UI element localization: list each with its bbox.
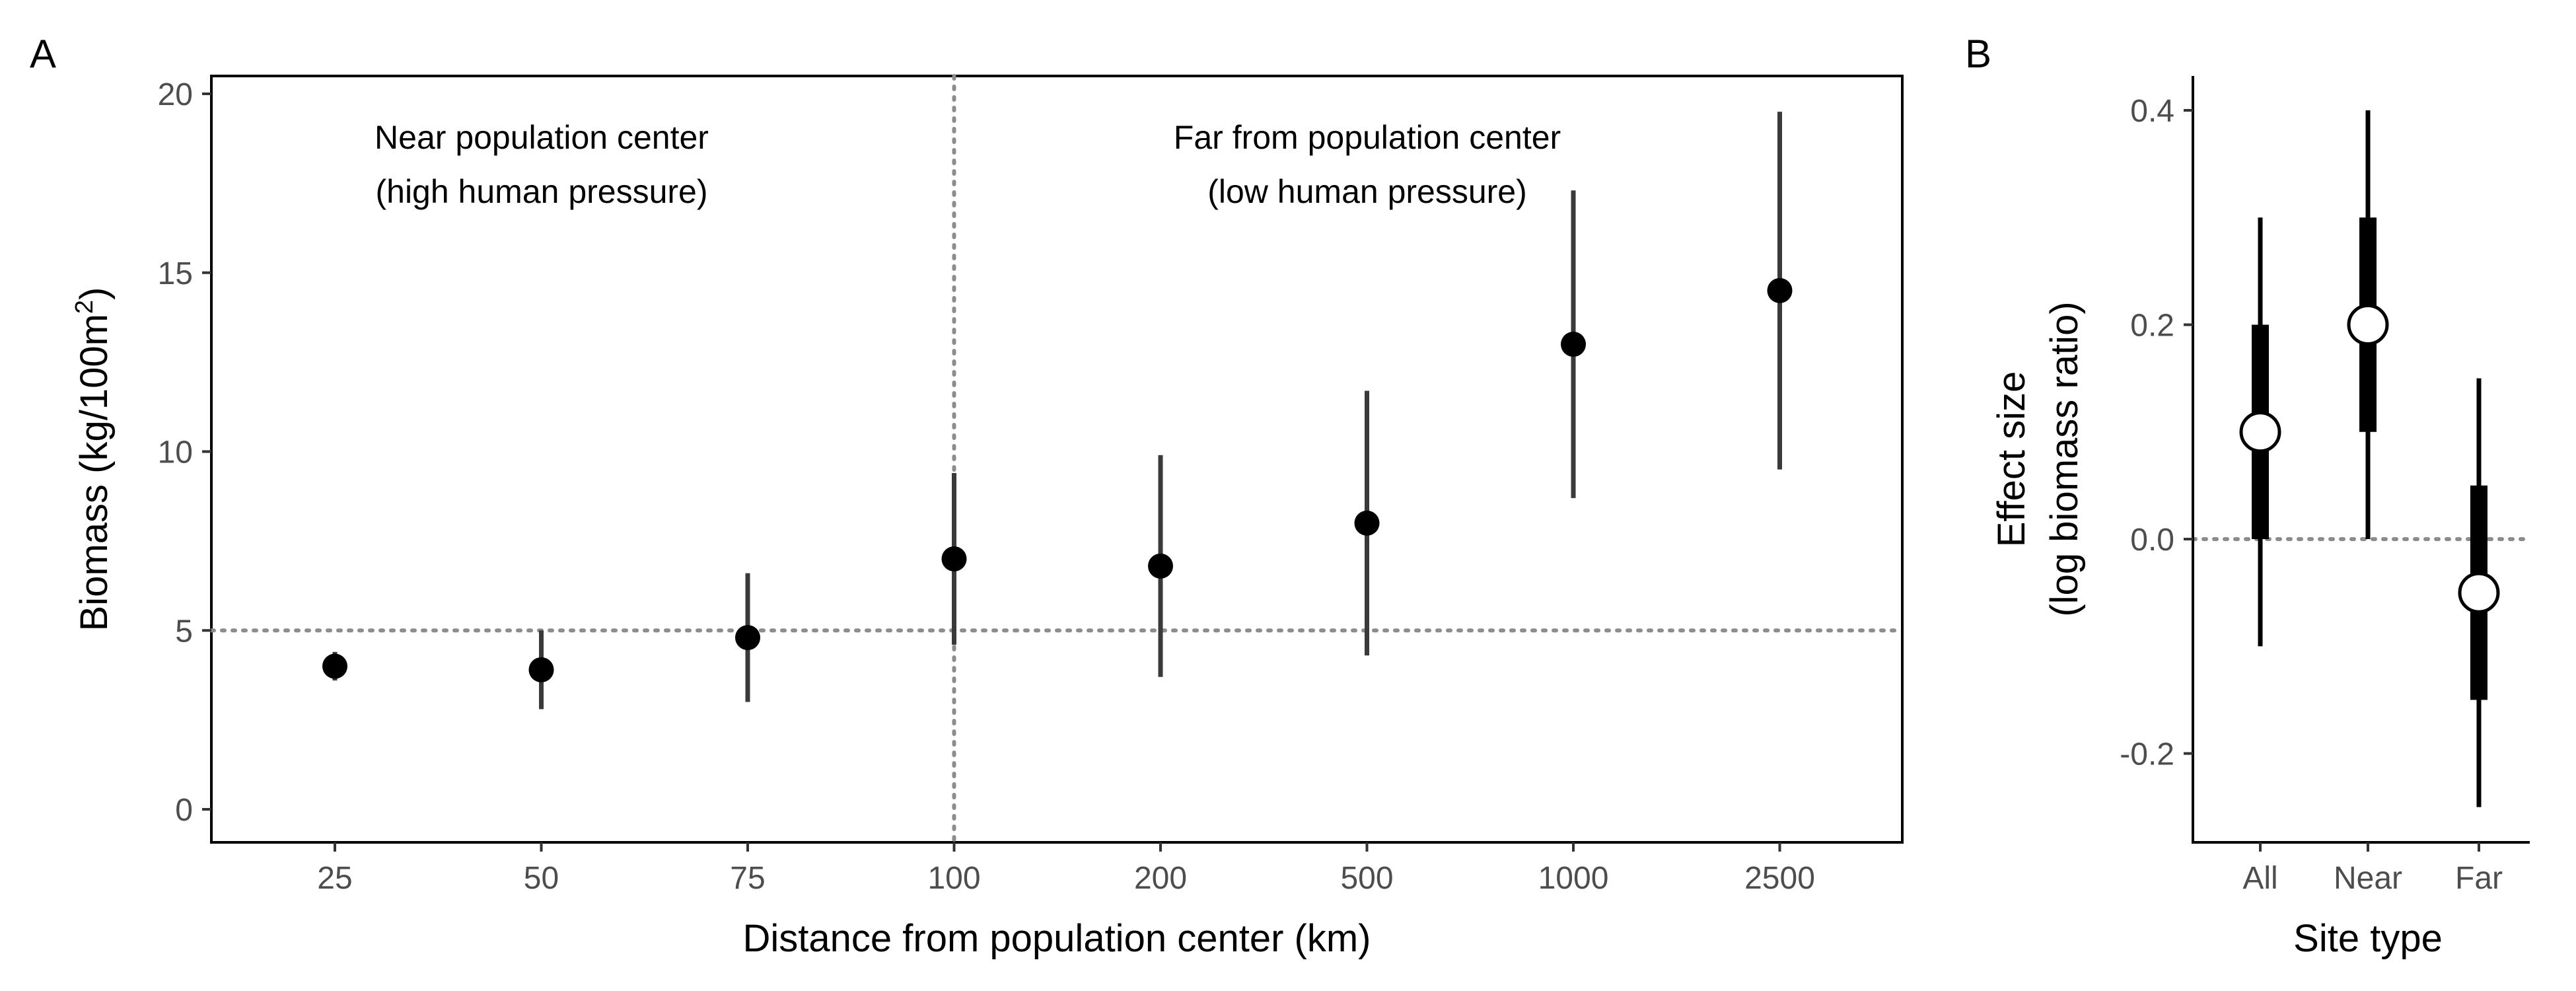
panel-b-x-axis-title: Site type — [2293, 917, 2443, 960]
data-point — [735, 625, 760, 651]
x-tick-label: All — [2242, 861, 2277, 896]
x-tick-label: Far — [2455, 861, 2503, 896]
x-tick-label: 50 — [524, 861, 559, 896]
panel-a-plot-border — [210, 75, 1904, 844]
panel-a-x-axis: 25 50 75 100 200 500 1000 2500 — [317, 842, 1815, 896]
x-tick-label: 2500 — [1744, 861, 1815, 896]
panel-b-y-axis-title-line2: (log biomass ratio) — [2043, 301, 2086, 616]
effect-point — [2347, 304, 2389, 346]
x-tick-label: 75 — [730, 861, 765, 896]
x-tick-label: 100 — [927, 861, 980, 896]
y-tick-label: 0 — [175, 793, 193, 828]
annotation-far-line2: (low human pressure) — [1207, 173, 1527, 210]
y-tick-label: -0.2 — [2120, 737, 2174, 772]
annotation-near-line2: (high human pressure) — [375, 173, 707, 210]
panel-b-marks — [2239, 110, 2500, 807]
data-point — [1148, 553, 1173, 579]
panel-a-y-title-main: Biomass (kg/100m — [73, 314, 116, 631]
panel-b-x-axis: All Near Far — [2242, 842, 2503, 896]
panel-a-x-axis-title: Distance from population center (km) — [743, 917, 1371, 960]
y-tick-label: 15 — [158, 256, 193, 291]
x-tick-label: 1000 — [1538, 861, 1609, 896]
panel-a-marks — [322, 112, 1793, 710]
data-point — [322, 653, 347, 679]
panel-b-y-axis-title-line1: Effect size — [1990, 371, 2033, 548]
effect-point — [2458, 571, 2500, 614]
y-tick-label: 0.0 — [2130, 523, 2174, 558]
x-tick-label: 200 — [1134, 861, 1187, 896]
data-point — [1561, 332, 1586, 357]
y-tick-label: 5 — [175, 614, 193, 649]
panel-b-chart: -0.2 0.0 0.2 0.4 All Near Far Site type Effec… — [1990, 76, 2532, 960]
panel-a-y-title-sup: 2 — [71, 300, 98, 314]
x-tick-label: 500 — [1340, 861, 1393, 896]
panel-a-y-axis: 0 5 10 15 20 — [158, 77, 211, 828]
data-point — [1767, 277, 1793, 303]
panel-a-chart: 0 5 10 15 20 25 50 75 100 200 500 1000 2500 Near po… — [71, 74, 1904, 960]
effect-point — [2239, 411, 2281, 453]
x-tick-label: Near — [2334, 861, 2402, 896]
annotation-near-line1: Near population center — [375, 119, 709, 156]
panel-a-y-axis-title: Biomass (kg/100m2) — [71, 287, 116, 632]
panel-a-y-title-end: ) — [73, 287, 116, 300]
panel-a-letter: A — [30, 32, 56, 76]
x-tick-label: 25 — [317, 861, 352, 896]
y-tick-label: 0.4 — [2130, 94, 2174, 129]
panel-b-y-axis: -0.2 0.0 0.2 0.4 — [2120, 94, 2193, 772]
data-point — [1354, 510, 1380, 536]
panel-a-reference-lines — [209, 74, 1904, 844]
y-tick-label: 0.2 — [2130, 309, 2174, 344]
annotation-far-line1: Far from population center — [1174, 119, 1561, 156]
panel-b-letter: B — [1965, 32, 1991, 76]
data-point — [941, 546, 967, 571]
y-tick-label: 10 — [158, 435, 193, 470]
data-point — [528, 657, 554, 682]
y-tick-label: 20 — [158, 77, 193, 112]
